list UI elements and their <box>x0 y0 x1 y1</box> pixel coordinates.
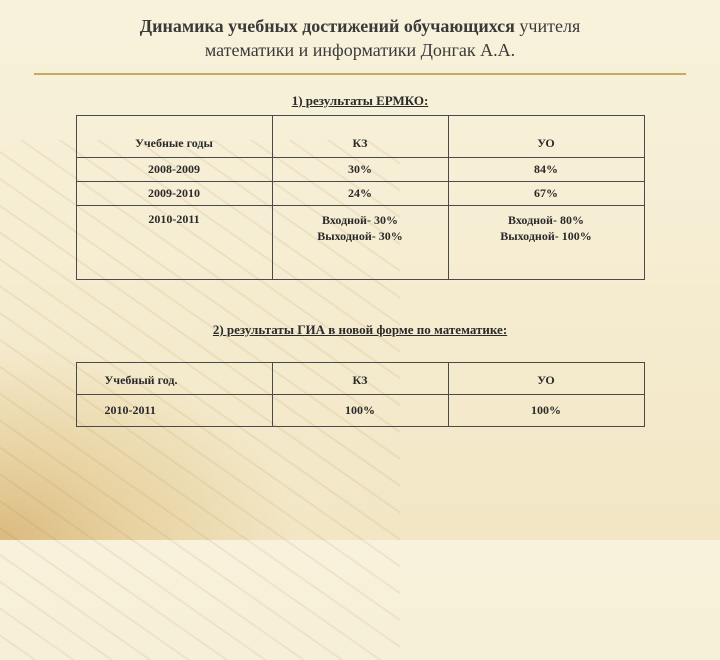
cell-uo: 100% <box>448 394 644 426</box>
cell-year: 2010-2011 <box>76 205 272 279</box>
cell-year: 2010-2011 <box>76 394 272 426</box>
table-ermko: Учебные годы КЗ УО 2008-2009 30% 84% 200… <box>76 115 645 280</box>
page-title: Динамика учебных достижений обучающихся … <box>34 14 686 75</box>
col-uo: УО <box>448 115 644 157</box>
slide: Динамика учебных достижений обучающихся … <box>0 0 720 540</box>
cell-kz-line1: Входной- 30% <box>322 213 398 227</box>
col-year: Учебный год. <box>76 362 272 394</box>
table-row: 2008-2009 30% 84% <box>76 157 644 181</box>
table-row: 2010-2011 100% 100% <box>76 394 644 426</box>
cell-uo: 84% <box>448 157 644 181</box>
cell-kz: 24% <box>272 181 448 205</box>
cell-kz-line2: Выходной- 30% <box>317 229 402 243</box>
col-kz: КЗ <box>272 362 448 394</box>
cell-uo-line2: Выходной- 100% <box>500 229 591 243</box>
col-kz: КЗ <box>272 115 448 157</box>
section2-heading: 2) результаты ГИА в новой форме по матем… <box>34 322 686 338</box>
cell-kz: 100% <box>272 394 448 426</box>
table-row: 2010-2011 Входной- 30% Выходной- 30% Вхо… <box>76 205 644 279</box>
col-uo: УО <box>448 362 644 394</box>
section1-heading: 1) результаты ЕРМКО: <box>34 93 686 109</box>
title-bold: Динамика учебных достижений обучающихся <box>140 16 515 36</box>
cell-kz: 30% <box>272 157 448 181</box>
cell-kz: Входной- 30% Выходной- 30% <box>272 205 448 279</box>
table-gia: Учебный год. КЗ УО 2010-2011 100% 100% <box>76 362 645 427</box>
table-row: 2009-2010 24% 67% <box>76 181 644 205</box>
cell-year: 2008-2009 <box>76 157 272 181</box>
cell-uo: 67% <box>448 181 644 205</box>
cell-uo-line1: Входной- 80% <box>508 213 584 227</box>
table-header-row: Учебный год. КЗ УО <box>76 362 644 394</box>
cell-uo: Входной- 80% Выходной- 100% <box>448 205 644 279</box>
title-rest: учителя <box>515 16 580 36</box>
title-line2: математики и информатики Донгак А.А. <box>205 40 515 60</box>
cell-year: 2009-2010 <box>76 181 272 205</box>
table-header-row: Учебные годы КЗ УО <box>76 115 644 157</box>
col-year: Учебные годы <box>76 115 272 157</box>
